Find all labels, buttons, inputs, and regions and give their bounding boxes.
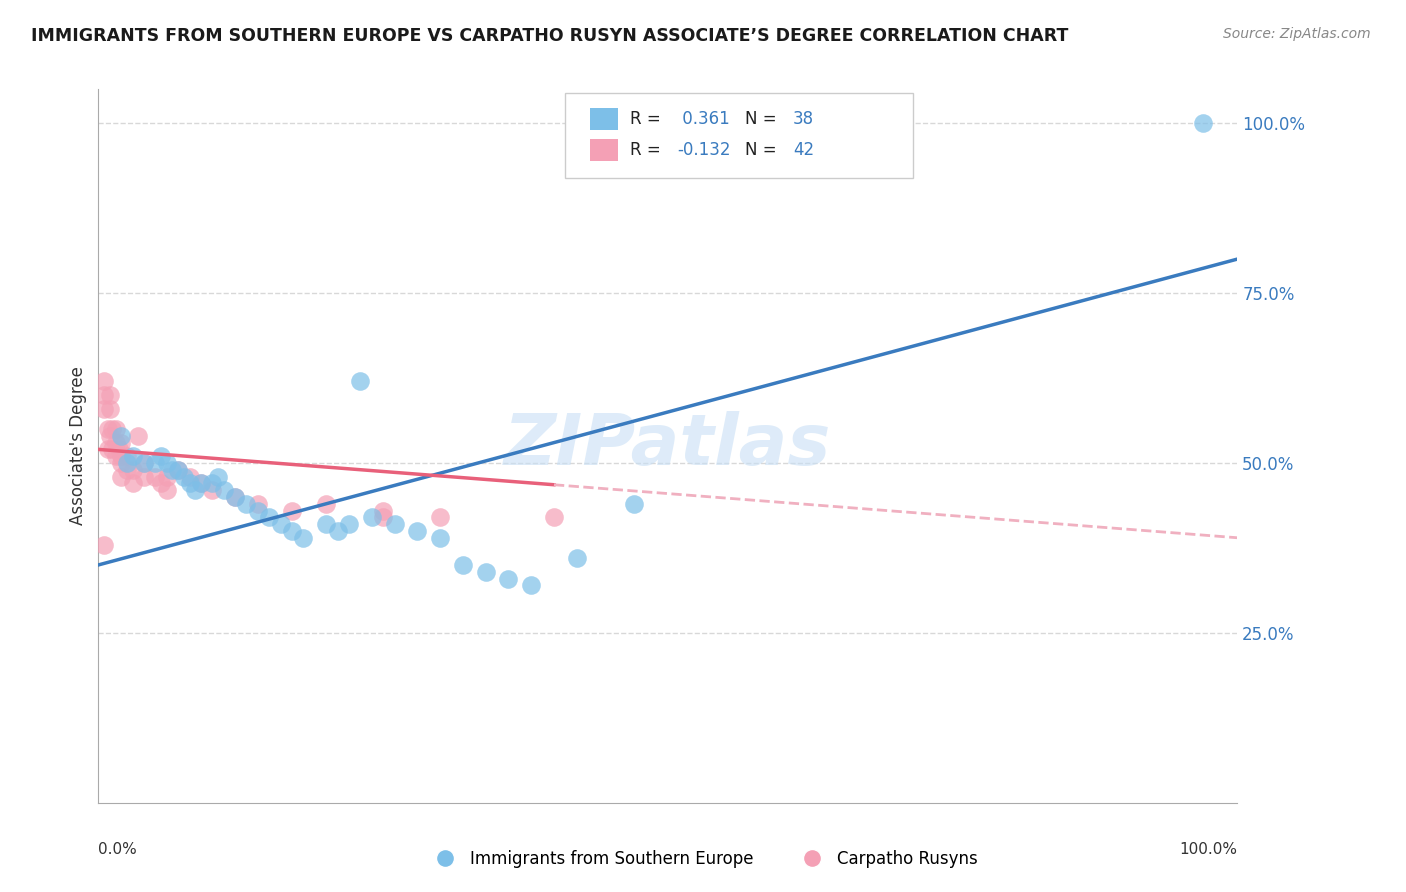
Text: 100.0%: 100.0% [1180, 842, 1237, 857]
Point [235, 497, 257, 511]
Point [179, 476, 201, 491]
Point [104, 422, 127, 436]
Text: 0.361: 0.361 [676, 111, 730, 128]
FancyBboxPatch shape [565, 93, 912, 178]
Point [110, 456, 132, 470]
Point [326, 524, 349, 538]
Point [115, 449, 138, 463]
Legend: Immigrants from Southern Europe, Carpatho Rusyns: Immigrants from Southern Europe, Carpath… [422, 844, 984, 875]
Point [115, 463, 138, 477]
Point [115, 456, 138, 470]
FancyBboxPatch shape [591, 139, 617, 161]
Text: ZIPatlas: ZIPatlas [505, 411, 831, 481]
Point [110, 429, 132, 443]
Point [315, 517, 337, 532]
Y-axis label: Associate's Degree: Associate's Degree [69, 367, 87, 525]
Point [132, 456, 155, 470]
Point [156, 469, 179, 483]
Point [121, 463, 143, 477]
FancyBboxPatch shape [591, 109, 617, 130]
Text: IMMIGRANTS FROM SOUTHERN EUROPE VS CARPATHO RUSYN ASSOCIATE’S DEGREE CORRELATION: IMMIGRANTS FROM SOUTHERN EUROPE VS CARPA… [31, 27, 1069, 45]
Point [150, 449, 173, 463]
Point [224, 490, 246, 504]
Point [270, 517, 292, 532]
Text: -0.132: -0.132 [676, 141, 731, 159]
Point [474, 565, 496, 579]
Point [315, 497, 337, 511]
Text: Source: ZipAtlas.com: Source: ZipAtlas.com [1223, 27, 1371, 41]
Point [156, 456, 179, 470]
Point [281, 524, 304, 538]
Point [246, 497, 269, 511]
Text: 38: 38 [793, 111, 814, 128]
Point [292, 531, 315, 545]
Point [337, 517, 360, 532]
Point [498, 572, 520, 586]
Point [207, 469, 229, 483]
Point [93, 375, 115, 389]
Point [384, 517, 406, 532]
Point [93, 388, 115, 402]
Point [121, 476, 143, 491]
Point [349, 375, 371, 389]
Point [167, 463, 190, 477]
Point [104, 449, 127, 463]
Point [93, 401, 115, 416]
Point [167, 463, 190, 477]
Point [371, 510, 394, 524]
Point [429, 531, 451, 545]
Point [1192, 116, 1215, 130]
Text: R =: R = [630, 111, 666, 128]
Point [98, 429, 121, 443]
Point [184, 483, 207, 498]
Point [145, 469, 167, 483]
Point [520, 578, 543, 592]
Point [259, 510, 281, 524]
Point [145, 456, 167, 470]
Point [104, 435, 127, 450]
Point [406, 524, 429, 538]
Point [96, 422, 118, 436]
Text: N =: N = [745, 111, 782, 128]
Point [565, 551, 588, 566]
Point [281, 503, 304, 517]
Text: N =: N = [745, 141, 782, 159]
Point [190, 476, 212, 491]
Point [224, 490, 246, 504]
Point [190, 476, 212, 491]
Point [543, 510, 565, 524]
Point [246, 503, 269, 517]
Point [101, 422, 124, 436]
Point [121, 449, 143, 463]
Point [173, 469, 195, 483]
Text: R =: R = [630, 141, 666, 159]
Point [360, 510, 382, 524]
Point [108, 442, 131, 457]
Text: 42: 42 [793, 141, 814, 159]
Point [201, 483, 224, 498]
Point [150, 476, 173, 491]
Point [98, 388, 121, 402]
Point [132, 456, 155, 470]
Point [132, 469, 155, 483]
Point [623, 497, 645, 511]
Point [201, 476, 224, 491]
Point [212, 483, 235, 498]
Point [371, 503, 394, 517]
Point [98, 401, 121, 416]
Point [429, 510, 451, 524]
Point [127, 429, 149, 443]
Point [110, 435, 132, 450]
Point [162, 463, 184, 477]
Point [101, 442, 124, 457]
Point [156, 483, 179, 498]
Point [93, 537, 115, 551]
Point [110, 469, 132, 483]
Text: 0.0%: 0.0% [98, 842, 138, 857]
Point [96, 442, 118, 457]
Point [110, 449, 132, 463]
Point [179, 469, 201, 483]
Point [451, 558, 474, 572]
